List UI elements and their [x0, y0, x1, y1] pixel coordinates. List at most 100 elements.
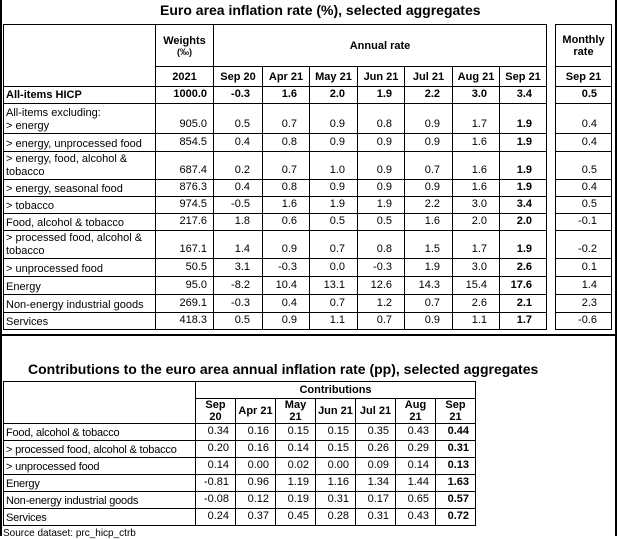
table1-title: Euro area inflation rate (%), selected a… [160, 2, 481, 18]
row-label-line: > energy, seasonal food [6, 183, 123, 195]
row-label: Non-energy industrial goods [3, 294, 156, 313]
contribution-cell: 1.16 [315, 474, 356, 492]
annual-rate-cell: 0.9 [357, 151, 405, 180]
monthly-rate-cell: 0.4 [555, 179, 612, 197]
month-header: Jul 21 [404, 66, 453, 87]
contribution-cell: 0.02 [275, 457, 316, 475]
contribution-cell: 0.72 [435, 508, 476, 526]
header-blank-2 [3, 66, 156, 87]
contribution-cell: 0.15 [315, 423, 356, 441]
contribution-cell: 0.28 [315, 508, 356, 526]
annual-rate-cell: 2.6 [452, 294, 500, 313]
annual-rate-cell: 3.1 [213, 258, 263, 277]
annual-rate-cell: 1.7 [499, 312, 547, 330]
annual-rate-cell: 1.6 [262, 196, 310, 214]
annual-rate-cell: 12.6 [357, 276, 405, 295]
contribution-cell: -0.81 [195, 474, 236, 492]
table-row: Services 418.3 0.5 0.9 1.1 0.7 0.9 1.1 1.7 [3, 312, 547, 330]
contribution-cell: 0.35 [355, 423, 396, 441]
monthly-rate-cell: 0.5 [555, 196, 612, 214]
monthly-rate-cell: 0.4 [555, 133, 612, 152]
weight-cell: 854.5 [155, 133, 214, 152]
table-row: Services 0.24 0.37 0.45 0.28 0.31 0.43 0.72 [3, 508, 476, 526]
annual-rate-cell: 1.4 [213, 230, 263, 259]
row-label: Energy [3, 276, 156, 295]
weight-cell: 1000.0 [155, 86, 214, 104]
annual-rate-cell: 0.2 [213, 151, 263, 180]
row-label: > energy, seasonal food [3, 179, 156, 197]
month-header: Jun 21 [357, 66, 405, 87]
annual-rate-cell: 1.9 [357, 86, 405, 104]
monthly-label-1: Monthly [562, 33, 605, 46]
annual-rate-cell: 1.9 [404, 258, 453, 277]
annual-rate-cell: 0.5 [213, 312, 263, 330]
annual-rate-cell: 2.0 [452, 213, 500, 231]
month-header: Aug 21 [452, 66, 500, 87]
weight-cell: 95.0 [155, 276, 214, 295]
row-label-line: > energy [6, 120, 50, 132]
row-label: Non-energy industrial goods [3, 491, 196, 509]
table2-title: Contributions to the euro area annual in… [28, 361, 539, 377]
annual-rate-cell: 2.1 [499, 294, 547, 313]
weight-cell: 217.6 [155, 213, 214, 231]
row-label: > unprocessed food [3, 258, 156, 277]
month-header: Aug 21 [395, 398, 436, 424]
month-header: Sep 21 [499, 66, 547, 87]
row-label-line: > energy, unprocessed food [6, 138, 142, 150]
table-row: Energy -0.81 0.96 1.19 1.16 1.34 1.44 1.63 [3, 474, 476, 492]
annual-rate-cell: 0.8 [357, 230, 405, 259]
row-label-line: Food, alcohol & tobacco [6, 217, 125, 229]
contribution-cell: -0.08 [195, 491, 236, 509]
month-header: Sep 20 [213, 66, 263, 87]
annual-rate-cell: 0.7 [404, 151, 453, 180]
contribution-cell: 0.43 [395, 423, 436, 441]
row-label: Food, alcohol & tobacco [3, 213, 156, 231]
contribution-cell: 0.37 [235, 508, 276, 526]
contribution-cell: 0.20 [195, 440, 236, 458]
table2-frame [0, 336, 617, 536]
annual-rate-cell: 2.6 [499, 258, 547, 277]
monthly-rate-cell: -0.2 [555, 230, 612, 259]
table1-frame [0, 0, 617, 336]
annual-rate-cell: 3.0 [452, 258, 500, 277]
annual-rate-cell: 1.1 [309, 312, 358, 330]
inflation-rate-table: Weights (‰) Annual rate 2021 Sep 20 Apr 21… [3, 24, 547, 330]
annual-rate-cell: 2.2 [404, 86, 453, 104]
table-row: Non-energy industrial goods -0.08 0.12 0.19… [3, 491, 476, 509]
contribution-cell: 0.12 [235, 491, 276, 509]
annual-rate-cell: 0.7 [357, 312, 405, 330]
table-row: > processed food, alcohol & tobacco 167.1 1… [3, 230, 547, 259]
contribution-cell: 1.63 [435, 474, 476, 492]
contribution-cell: 0.00 [315, 457, 356, 475]
annual-rate-cell: 1.9 [499, 179, 547, 197]
row-label: Food, alcohol & tobacco [3, 423, 196, 441]
annual-rate-cell: 1.9 [499, 230, 547, 259]
monthly-rate-cell: 2.3 [555, 294, 612, 313]
monthly-rate-cell: 0.1 [555, 258, 612, 277]
annual-rate-cell: 0.5 [357, 213, 405, 231]
annual-rate-cell: 1.9 [499, 133, 547, 152]
contribution-cell: 0.57 [435, 491, 476, 509]
annual-rate-cell: 3.0 [452, 196, 500, 214]
monthly-row: 2.3 [555, 294, 612, 313]
annual-rate-cell: 0.7 [262, 151, 310, 180]
month-header: Sep 21 [435, 398, 476, 424]
contribution-cell: 0.16 [235, 423, 276, 441]
monthly-row: -0.1 [555, 213, 612, 231]
annual-rate-cell: 17.6 [499, 276, 547, 295]
table-row: Energy 95.0 -8.2 10.4 13.1 12.6 14.3 15.4 17.6 [3, 276, 547, 295]
annual-rate-cell: 1.6 [262, 86, 310, 104]
annual-rate-cell: 1.8 [213, 213, 263, 231]
row-label-line: > energy, food, alcohol & [6, 153, 128, 165]
annual-rate-cell: -0.3 [262, 258, 310, 277]
annual-rate-cell: 1.6 [452, 179, 500, 197]
monthly-row: 0.4 [555, 133, 612, 152]
row-label-line: Energy [6, 281, 41, 293]
monthly-rate-cell: 1.4 [555, 276, 612, 295]
contribution-cell: 0.14 [275, 440, 316, 458]
row-label-line: All-items excluding: [6, 107, 101, 119]
contribution-cell: 0.65 [395, 491, 436, 509]
weight-cell: 418.3 [155, 312, 214, 330]
weight-cell: 687.4 [155, 151, 214, 180]
annual-rate-cell: 2.2 [404, 196, 453, 214]
